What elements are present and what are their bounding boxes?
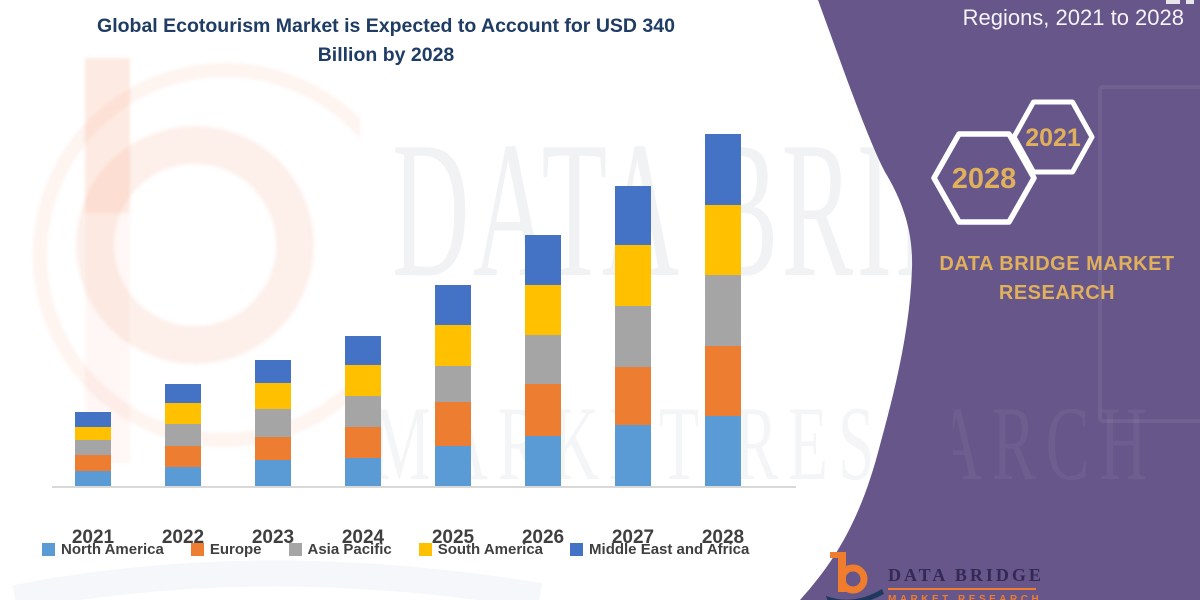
legend-swatch-icon [288, 543, 302, 556]
legend-swatch-icon [190, 543, 204, 556]
legend-swatch-icon [42, 543, 55, 556]
x-axis-label-2028: 2028 [701, 527, 745, 548]
legend-label: South America [437, 541, 544, 558]
bar-segment-2028-north-america [705, 416, 741, 487]
bar-segment-2025-asia-pacific [435, 365, 471, 402]
x-axis-label-2021: 2021 [71, 527, 115, 548]
bar-segment-2021-middle-east-and-africa [75, 412, 111, 427]
watermark-logo-stem [85, 58, 130, 213]
bar-segment-2021-europe [75, 454, 111, 472]
watermark-logo-bowl [76, 126, 314, 364]
bar-segment-2021-north-america [75, 471, 111, 487]
bar-segment-2023-asia-pacific [255, 409, 291, 438]
x-axis-label-2025: 2025 [431, 527, 475, 548]
bar-segment-2026-asia-pacific [525, 334, 561, 385]
panel-brand: DATA BRIDGE MARKET RESEARCH [928, 250, 1186, 308]
legend-item-middle-east-and-africa: Middle East and Africa [570, 541, 749, 558]
watermark-logo [33, 58, 360, 463]
x-axis-label-2022: 2022 [161, 527, 205, 548]
bar-segment-2024-asia-pacific [345, 395, 381, 427]
x-axis-line [52, 486, 796, 488]
hexagon-2028-label: 2028 [952, 163, 1017, 195]
bar-segment-2028-europe [705, 345, 741, 417]
chart-title-line1: Global Ecotourism Market is Expected to … [97, 15, 675, 37]
watermark-arc [12, 560, 543, 600]
bar-segment-2025-europe [435, 401, 471, 446]
bar-segment-2025-south-america [435, 325, 471, 366]
clipped-text-fragment [1166, 0, 1180, 4]
bar-segment-2027-europe [615, 366, 651, 425]
legend: North America Europe Asia Pacific South Ame… [42, 541, 802, 558]
bar-segment-2026-europe [525, 384, 561, 437]
bar-segment-2023-europe [255, 437, 291, 461]
bar-segment-2021-south-america [75, 426, 111, 441]
bar-segment-2024-south-america [345, 364, 381, 396]
bar-segment-2022-europe [165, 445, 201, 468]
legend-swatch-icon [570, 543, 584, 556]
x-axis-label-2023: 2023 [251, 527, 295, 548]
bar-segment-2024-europe [345, 426, 381, 458]
bar-segment-2027-asia-pacific [615, 305, 651, 367]
bar-segment-2025-north-america [435, 445, 471, 487]
bar-segment-2024-middle-east-and-africa [345, 335, 381, 365]
clipped-text-fragment [1186, 0, 1194, 4]
bar-segment-2026-north-america [525, 436, 561, 487]
bar-segment-2021-asia-pacific [75, 440, 111, 455]
footer-brand-subtitle: MARKET RESEARCH [888, 594, 1043, 600]
chart-title-line2: Billion by 2028 [317, 44, 455, 66]
panel-brand-line1: DATA BRIDGE MARKET [939, 253, 1175, 275]
footer-brand-name: DATA BRIDGE [888, 565, 1044, 585]
x-axis-label-2024: 2024 [341, 527, 385, 548]
footer-underline [888, 588, 1036, 590]
chart-title: Global Ecotourism Market is Expected to … [28, 12, 744, 70]
legend-label: Europe [209, 541, 262, 558]
bar-segment-2023-south-america [255, 383, 291, 410]
legend-item-north-america: North America [42, 541, 164, 558]
bar-segment-2028-middle-east-and-africa [705, 134, 741, 205]
bar-segment-2027-north-america [615, 424, 651, 487]
panel-header: Regions, 2021 to 2028 [962, 5, 1184, 30]
legend-swatch-icon [418, 543, 432, 556]
bar-segment-2022-asia-pacific [165, 423, 201, 446]
hexagon-2021-label: 2021 [1025, 124, 1081, 152]
bar-segment-2023-north-america [255, 460, 291, 487]
legend-item-europe: Europe [190, 541, 262, 558]
bar-segment-2026-middle-east-and-africa [525, 235, 561, 285]
bar-segment-2022-north-america [165, 467, 201, 487]
legend-item-asia-pacific: Asia Pacific [288, 541, 392, 558]
footer-wordmark: DATA BRIDGE MARKET RESEARCH [888, 565, 1044, 600]
legend-label: Middle East and Africa [589, 541, 750, 558]
hexagon-badges: 2021 2028 [931, 99, 1095, 225]
legend-item-south-america: South America [418, 541, 544, 558]
watermark-logo-ring [33, 63, 360, 447]
legend-label: Asia Pacific [307, 541, 392, 558]
bar-segment-2027-south-america [615, 245, 651, 306]
x-axis-label-2027: 2027 [611, 527, 655, 548]
bar-segment-2024-north-america [345, 457, 381, 487]
x-axis-label-2026: 2026 [521, 527, 565, 548]
panel-brand-line2: RESEARCH [998, 282, 1116, 304]
legend-label: North America [61, 541, 164, 558]
bar-segment-2022-middle-east-and-africa [165, 384, 201, 403]
bar-segment-2028-asia-pacific [705, 275, 741, 346]
bar-segment-2023-middle-east-and-africa [255, 360, 291, 384]
plot-area: 2021 2022 2023 2024 2025 2026 2027 2028 [71, 134, 745, 548]
bar-segment-2028-south-america [705, 204, 741, 276]
bar-segment-2022-south-america [165, 403, 201, 424]
bar-segment-2026-south-america [525, 284, 561, 335]
bar-segment-2025-middle-east-and-africa [435, 284, 471, 326]
bar-segment-2027-middle-east-and-africa [615, 186, 651, 246]
